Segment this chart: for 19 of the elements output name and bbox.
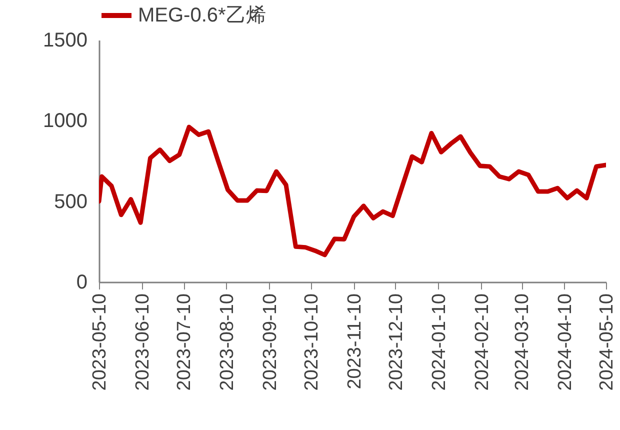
y-tick-label: 1000 [43, 110, 88, 132]
x-tick-label: 2023-05-10 [90, 294, 110, 391]
x-tick-label: 2023-10-10 [301, 294, 322, 391]
x-tick-label: 2023-07-10 [174, 294, 195, 391]
line-series [99, 124, 606, 258]
legend-label: MEG-0.6*乙烯 [138, 4, 266, 26]
x-tick-label: 2023-08-10 [216, 294, 238, 391]
x-tick-label: 2023-12-10 [386, 294, 407, 391]
x-tick-label: 2024-05-10 [596, 294, 618, 391]
x-tick-label: 2023-06-10 [132, 294, 154, 391]
y-tick-label: 1500 [43, 30, 88, 52]
x-tick-label: 2024-01-10 [428, 294, 450, 391]
y-tick-label: 0 [76, 272, 88, 294]
x-tick-label: 2024-03-10 [512, 294, 533, 391]
x-tick-label: 2023-09-10 [260, 294, 281, 391]
x-tick-label: 2023-11-10 [344, 294, 366, 390]
x-tick-label: 2024-04-10 [554, 294, 576, 391]
y-tick-label: 500 [54, 190, 88, 213]
x-tick-label: 2024-02-10 [472, 294, 493, 391]
